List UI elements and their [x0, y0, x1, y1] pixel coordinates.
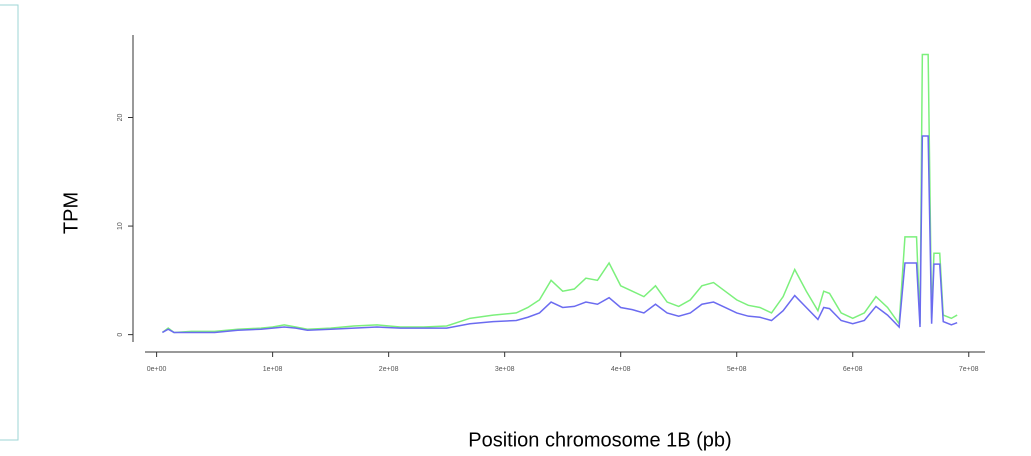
- y-tick-label: 10: [117, 222, 124, 230]
- x-axis-label: Position chromosome 1B (pb): [468, 429, 731, 451]
- x-tick-label: 1e+08: [263, 366, 283, 373]
- x-tick-label: 3e+08: [495, 366, 515, 373]
- x-tick-label: 2e+08: [379, 366, 399, 373]
- side-panel: [0, 4, 19, 441]
- x-tick-label: 0e+00: [147, 366, 167, 373]
- series-line: [162, 135, 958, 334]
- y-tick-label: 20: [117, 114, 124, 122]
- x-tick-label: 4e+08: [611, 366, 631, 373]
- x-tick-label: 7e+08: [959, 366, 979, 373]
- x-tick-label: 6e+08: [843, 366, 863, 373]
- y-tick-label: 0: [117, 333, 124, 337]
- x-tick-label: 5e+08: [727, 366, 747, 373]
- y-axis-label: TPM: [60, 192, 82, 234]
- series-line: [161, 53, 958, 334]
